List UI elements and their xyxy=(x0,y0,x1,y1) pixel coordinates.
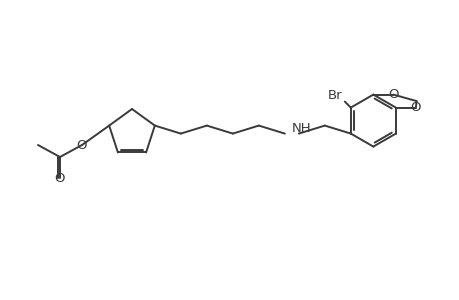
Text: O: O xyxy=(410,101,420,114)
Text: O: O xyxy=(77,139,87,152)
Text: O: O xyxy=(55,172,65,184)
Text: Br: Br xyxy=(327,89,341,102)
Text: NH: NH xyxy=(291,122,311,135)
Text: O: O xyxy=(387,88,398,101)
